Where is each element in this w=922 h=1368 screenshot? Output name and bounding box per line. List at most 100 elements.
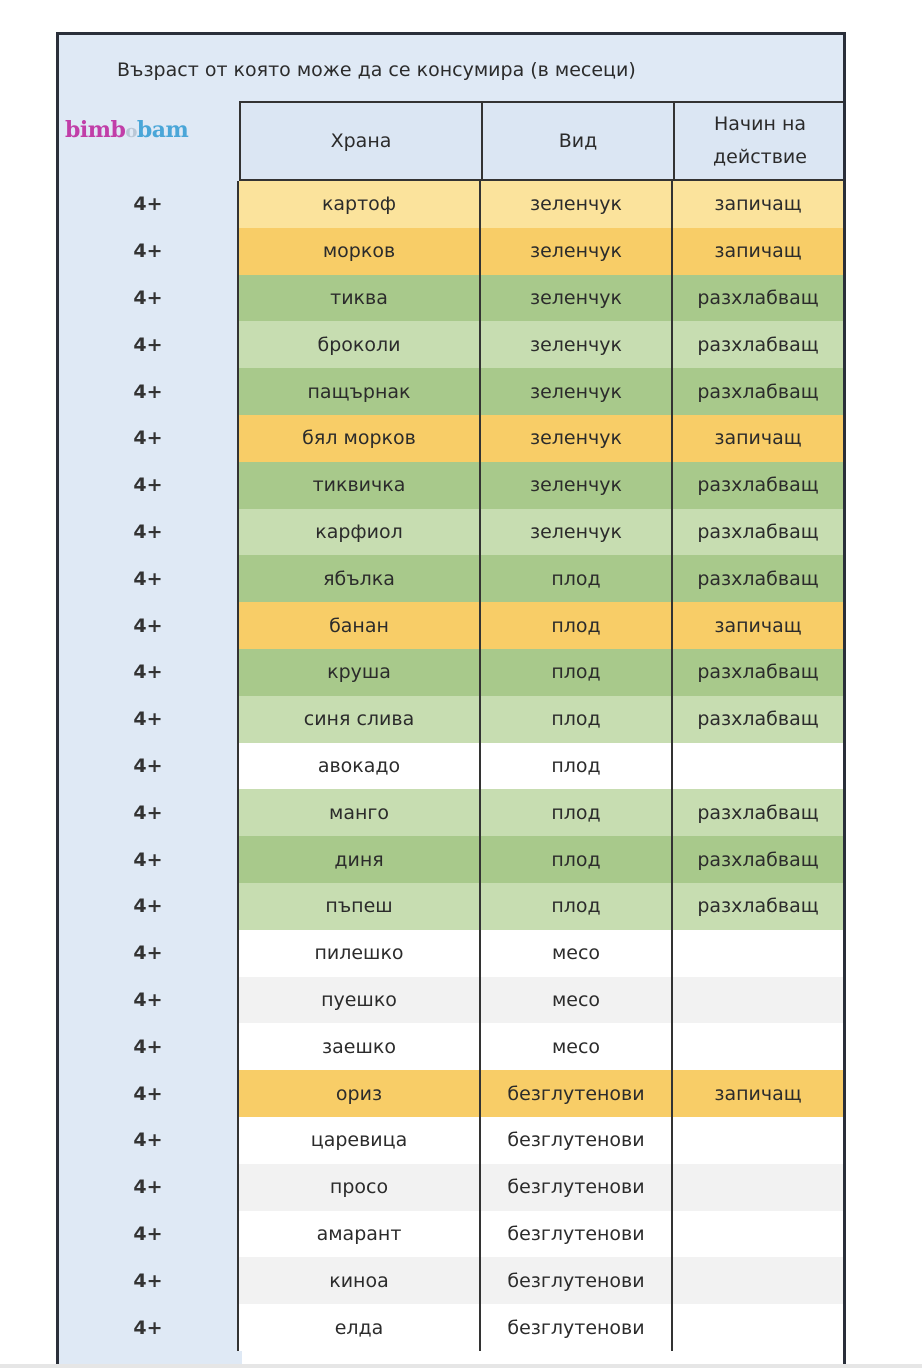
food-cell: банан <box>239 602 481 649</box>
kind-cell: безглутенови <box>481 1070 673 1117</box>
action-cell: разхлабващ <box>673 274 843 322</box>
header-food-label: Храна <box>330 129 392 152</box>
action-cell: разхлабващ <box>673 648 843 696</box>
age-cell: 4+ <box>133 474 163 497</box>
food-table-image: Възраст от която може да се консумира (в… <box>56 32 846 1368</box>
age-column-background <box>59 35 242 1368</box>
kind-cell: месо <box>481 1023 673 1071</box>
table-row: 4+ манго плод разхлабващ <box>59 789 843 837</box>
kind-cell: месо <box>481 976 673 1024</box>
bimbobam-logo: bimbobam <box>65 117 189 143</box>
action-cell: разхлабващ <box>673 321 843 369</box>
table-row: 4+ синя слива плод разхлабващ <box>59 695 843 743</box>
table-row: 4+ пъпеш плод разхлабващ <box>59 882 843 930</box>
row-cells: броколи зеленчук разхлабващ <box>237 321 843 369</box>
action-cell: запичащ <box>673 414 843 462</box>
food-cell: ябълка <box>239 555 481 603</box>
age-cell: 4+ <box>133 661 163 684</box>
title-bar: Възраст от която може да се консумира (в… <box>59 35 843 101</box>
age-cell: 4+ <box>133 1035 163 1058</box>
food-cell: диня <box>239 836 481 883</box>
table-row: 4+ картоф зеленчук запичащ <box>59 181 843 228</box>
age-cell: 4+ <box>133 567 163 590</box>
kind-cell: плод <box>481 602 673 649</box>
food-cell: тиквичка <box>239 461 481 509</box>
row-cells: елда безглутенови <box>237 1304 843 1351</box>
action-cell: разхлабващ <box>673 555 843 603</box>
action-cell: разхлабващ <box>673 461 843 509</box>
age-cell: 4+ <box>133 1129 163 1152</box>
food-cell: киноа <box>239 1257 481 1305</box>
age-cell: 4+ <box>133 708 163 731</box>
food-cell: синя слива <box>239 695 481 743</box>
food-cell: авокадо <box>239 742 481 790</box>
table-row: 4+ ябълка плод разхлабващ <box>59 555 843 603</box>
food-cell: тиква <box>239 274 481 322</box>
age-cell: 4+ <box>133 754 163 777</box>
kind-cell: безглутенови <box>481 1163 673 1211</box>
age-cell: 4+ <box>133 1222 163 1245</box>
age-cell: 4+ <box>133 988 163 1011</box>
table-row: 4+ пащърнак зеленчук разхлабващ <box>59 368 843 415</box>
food-cell: царевица <box>239 1116 481 1164</box>
kind-cell: плод <box>481 648 673 696</box>
food-cell: ориз <box>239 1070 481 1117</box>
food-cell: пащърнак <box>239 368 481 415</box>
kind-cell: плод <box>481 882 673 930</box>
row-cells: пилешко месо <box>237 929 843 977</box>
age-cell: 4+ <box>133 286 163 309</box>
table-row: 4+ диня плод разхлабващ <box>59 836 843 883</box>
action-cell: запичащ <box>673 227 843 275</box>
food-cell: просо <box>239 1163 481 1211</box>
action-cell: разхлабващ <box>673 695 843 743</box>
action-cell: разхлабващ <box>673 789 843 837</box>
kind-cell: зеленчук <box>481 508 673 556</box>
table-row: 4+ круша плод разхлабващ <box>59 648 843 696</box>
logo-part-2: bam <box>136 117 189 143</box>
food-cell: манго <box>239 789 481 837</box>
row-cells: тиквичка зеленчук разхлабващ <box>237 461 843 509</box>
row-cells: синя слива плод разхлабващ <box>237 695 843 743</box>
table-row: 4+ елда безглутенови <box>59 1304 843 1351</box>
kind-cell: зеленчук <box>481 321 673 369</box>
age-cell: 4+ <box>133 240 163 263</box>
age-cell: 4+ <box>133 848 163 871</box>
table-row: 4+ тиква зеленчук разхлабващ <box>59 274 843 322</box>
table-row: 4+ царевица безглутенови <box>59 1116 843 1164</box>
action-cell <box>673 1257 843 1305</box>
action-cell <box>673 1023 843 1071</box>
food-cell: круша <box>239 648 481 696</box>
age-cell: 4+ <box>133 193 163 216</box>
action-cell <box>673 1304 843 1351</box>
row-cells: амарант безглутенови <box>237 1210 843 1258</box>
table-row: 4+ морков зеленчук запичащ <box>59 227 843 275</box>
table-row: 4+ броколи зеленчук разхлабващ <box>59 321 843 369</box>
row-cells: тиква зеленчук разхлабващ <box>237 274 843 322</box>
row-cells: пъпеш плод разхлабващ <box>237 882 843 930</box>
action-cell: разхлабващ <box>673 508 843 556</box>
food-cell: карфиол <box>239 508 481 556</box>
row-cells: царевица безглутенови <box>237 1116 843 1164</box>
bottom-divider <box>0 1364 922 1368</box>
age-cell: 4+ <box>133 801 163 824</box>
food-cell: пуешко <box>239 976 481 1024</box>
action-cell <box>673 1210 843 1258</box>
row-cells: бял морков зеленчук запичащ <box>237 414 843 462</box>
table-row: 4+ заешко месо <box>59 1023 843 1071</box>
age-cell: 4+ <box>133 1176 163 1199</box>
table-row: 4+ амарант безглутенови <box>59 1210 843 1258</box>
kind-cell: безглутенови <box>481 1210 673 1258</box>
food-cell: амарант <box>239 1210 481 1258</box>
action-cell <box>673 1163 843 1211</box>
action-cell: запичащ <box>673 181 843 228</box>
food-cell: морков <box>239 227 481 275</box>
kind-cell: плод <box>481 555 673 603</box>
age-cell: 4+ <box>133 1082 163 1105</box>
table-title: Възраст от която може да се консумира (в… <box>117 59 636 81</box>
row-cells: морков зеленчук запичащ <box>237 227 843 275</box>
header-kind-label: Вид <box>558 129 598 152</box>
action-cell <box>673 1116 843 1164</box>
header-action: Начин на действие <box>675 103 843 179</box>
kind-cell: безглутенови <box>481 1257 673 1305</box>
food-cell: пъпеш <box>239 882 481 930</box>
